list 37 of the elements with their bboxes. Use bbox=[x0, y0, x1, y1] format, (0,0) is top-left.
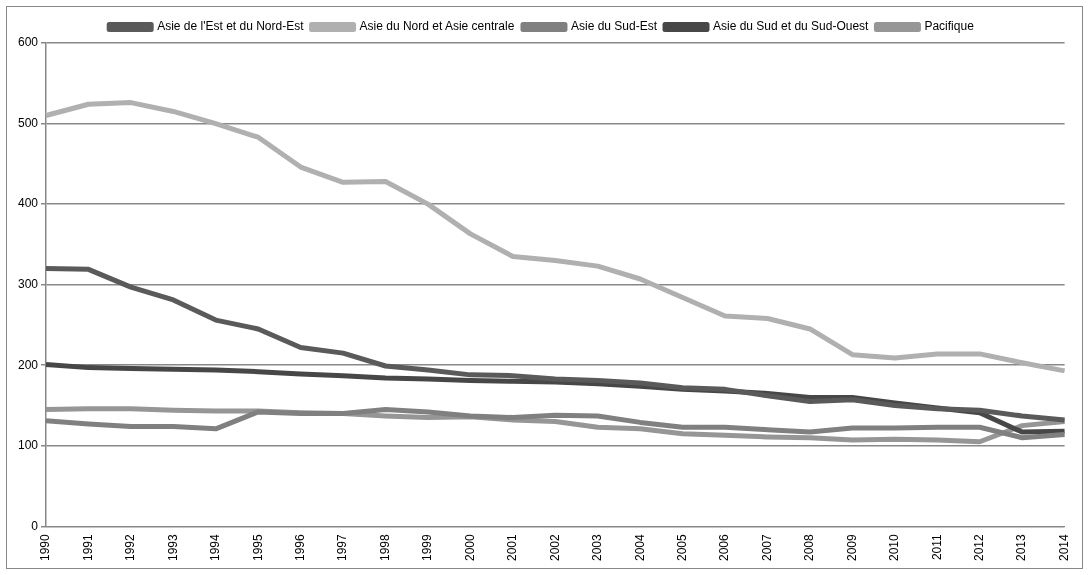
x-tick-label: 1990 bbox=[38, 533, 53, 562]
y-tick-label: 0 bbox=[31, 518, 39, 533]
y-tick-label: 200 bbox=[17, 357, 39, 372]
legend-label: Asie de l'Est et du Nord-Est bbox=[157, 19, 305, 34]
x-tick-label: 2002 bbox=[547, 533, 562, 562]
legend-label: Asie du Sud-Est bbox=[570, 19, 658, 34]
x-tick-label: 2006 bbox=[717, 533, 732, 562]
y-tick-label: 400 bbox=[17, 196, 39, 211]
x-tick-label: 2012 bbox=[972, 533, 987, 562]
x-tick-label: 2001 bbox=[505, 533, 520, 562]
x-tick-label: 1998 bbox=[377, 533, 392, 562]
legend-label: Pacifique bbox=[924, 19, 975, 34]
x-tick-label: 2011 bbox=[929, 533, 944, 561]
x-tick-label: 2008 bbox=[802, 533, 817, 562]
x-tick-label: 2013 bbox=[1014, 533, 1029, 562]
x-tick-label: 1994 bbox=[208, 533, 223, 562]
y-tick-label: 100 bbox=[17, 438, 39, 453]
x-tick-label: 2005 bbox=[674, 533, 689, 562]
x-tick-label: 2014 bbox=[1056, 533, 1071, 562]
x-tick-label: 1991 bbox=[80, 533, 95, 562]
x-tick-label: 1996 bbox=[292, 533, 307, 562]
x-tick-label: 2009 bbox=[844, 533, 859, 562]
legend-label: Asie du Sud et du Sud-Ouest bbox=[713, 19, 870, 34]
y-tick-label: 300 bbox=[17, 276, 39, 291]
y-tick-label: 600 bbox=[17, 35, 39, 50]
x-tick-label: 2000 bbox=[462, 533, 477, 562]
x-tick-label: 2007 bbox=[759, 533, 774, 562]
x-tick-label: 1992 bbox=[123, 533, 138, 562]
x-tick-label: 1997 bbox=[335, 533, 350, 562]
x-tick-label: 2010 bbox=[887, 533, 902, 562]
x-tick-label: 2004 bbox=[632, 533, 647, 562]
x-tick-label: 1995 bbox=[250, 533, 265, 562]
x-tick-label: 1993 bbox=[165, 533, 180, 562]
x-tick-label: 1999 bbox=[420, 533, 435, 562]
x-tick-label: 2003 bbox=[590, 533, 605, 562]
legend-label: Asie du Nord et Asie centrale bbox=[359, 19, 515, 34]
y-tick-label: 500 bbox=[17, 115, 39, 130]
